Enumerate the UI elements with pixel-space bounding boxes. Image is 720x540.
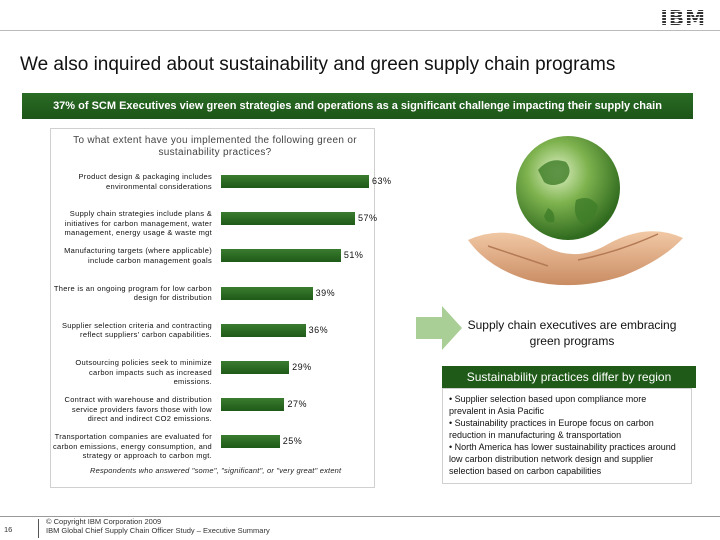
bar (221, 361, 290, 374)
survey-question: To what extent have you implemented the … (73, 135, 357, 158)
source-line: IBM Global Chief Supply Chain Officer St… (46, 526, 270, 535)
bar-value-label: 63% (372, 176, 392, 186)
bar-value-label: 25% (282, 436, 303, 447)
copyright-line: © Copyright IBM Corporation 2009 (46, 517, 162, 526)
callout-heading: Supply chain executives are embracing gr… (467, 318, 677, 348)
bar-value-label: 39% (315, 287, 336, 298)
bullet-item: • Sustainability practices in Europe foc… (449, 418, 654, 440)
chart-panel (50, 128, 375, 488)
bar (221, 212, 355, 226)
bar-value-label: 57% (357, 213, 378, 224)
arrow-right-icon (416, 306, 462, 350)
bar-label: Transportation companies are evaluated f… (52, 432, 212, 461)
bar-value-label: 27% (287, 399, 307, 410)
respondents-note: Respondents who answered "some", "signif… (90, 466, 342, 475)
bar-value-label: 29% (292, 362, 312, 372)
bar-label: Supplier selection criteria and contract… (61, 320, 212, 340)
bar-label: Product design & packaging includes envi… (78, 172, 212, 191)
region-title: Sustainability practices differ by regio… (442, 366, 696, 388)
bar-label: Outsourcing policies seek to minimize ca… (75, 358, 212, 386)
globe-in-hands-image (428, 130, 708, 295)
page-number: 16 (4, 525, 13, 534)
ibm-logo: IBM (660, 6, 706, 30)
bar-label: Contract with warehouse and distribution… (64, 395, 212, 424)
bar (221, 323, 306, 337)
bar-label: Manufacturing targets (where applicable)… (64, 246, 212, 265)
region-bullets: • Supplier selection based upon complian… (442, 388, 692, 484)
bar (221, 175, 370, 188)
bar (221, 398, 285, 412)
bar-value-label: 36% (308, 324, 329, 335)
footer-text: © Copyright IBM Corporation 2009 IBM Glo… (46, 517, 270, 535)
bar (221, 435, 280, 449)
page-title: We also inquired about sustainability an… (20, 54, 616, 75)
headline-banner: 37% of SCM Executives view green strateg… (22, 93, 693, 119)
bullet-item: • North America has lower sustainability… (449, 442, 676, 476)
footer-divider (0, 516, 720, 517)
header-divider (0, 30, 720, 31)
footer-separator (38, 519, 39, 538)
bar (221, 249, 341, 263)
bar (221, 286, 313, 300)
bar-label: Supply chain strategies include plans & … (64, 209, 212, 238)
bar-value-label: 51% (343, 250, 364, 261)
bar-label: There is an ongoing program for low carb… (53, 283, 212, 303)
bullet-item: • Supplier selection based upon complian… (449, 394, 647, 416)
